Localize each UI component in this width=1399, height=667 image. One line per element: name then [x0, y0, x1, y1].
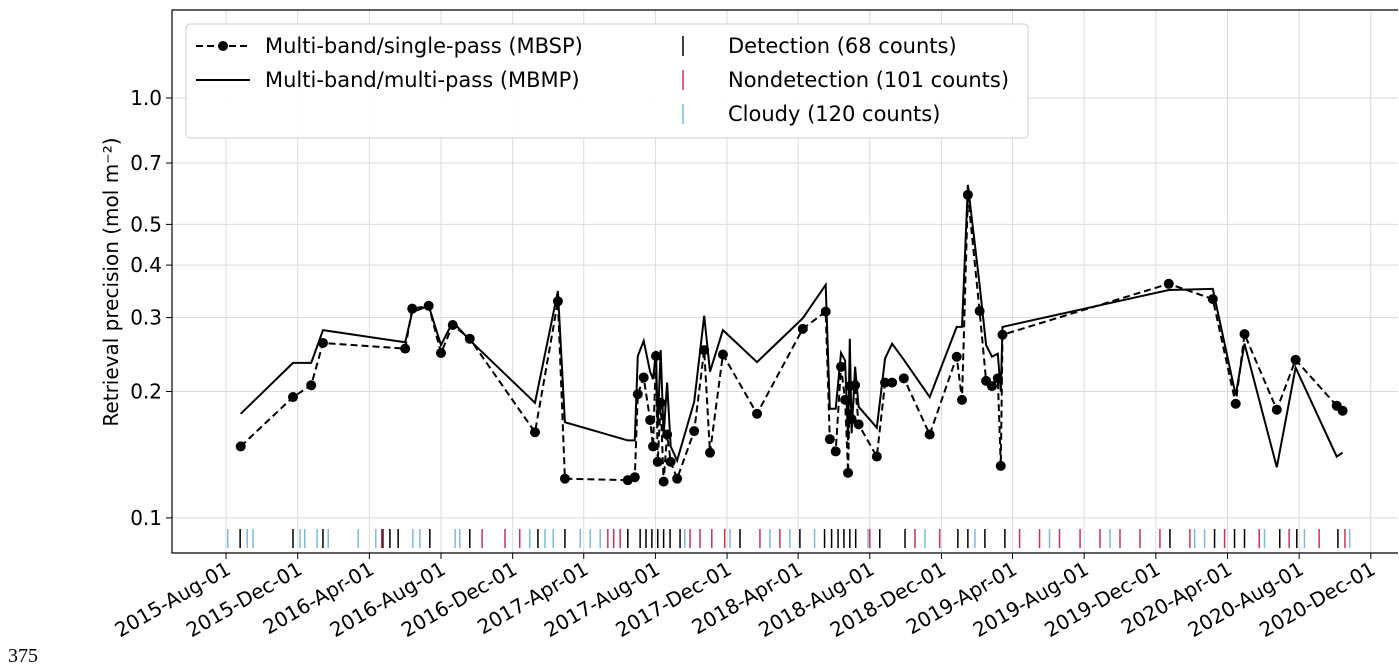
data-point: [924, 429, 935, 440]
data-point: [436, 348, 447, 359]
data-point: [1290, 354, 1301, 365]
legend-label: Multi-band/single-pass (MBSP): [265, 34, 583, 58]
data-point: [652, 456, 663, 467]
data-point: [638, 372, 649, 383]
data-point: [705, 447, 716, 458]
data-point: [797, 323, 808, 334]
legend-marker: [218, 41, 228, 51]
data-point: [1337, 405, 1348, 416]
y-tick-label: 0.7: [130, 151, 162, 175]
legend-label: Cloudy (120 counts): [728, 102, 940, 126]
data-point: [529, 427, 540, 438]
y-axis-label: Retrieval precision (mol m⁻²): [99, 137, 123, 426]
data-point: [658, 476, 669, 487]
legend-label: Multi-band/multi-pass (MBMP): [265, 68, 580, 92]
data-point: [887, 377, 898, 388]
data-point: [995, 460, 1006, 471]
data-point: [629, 472, 640, 483]
y-tick-label: 0.3: [130, 306, 162, 330]
y-tick-label: 0.4: [130, 253, 162, 277]
data-point: [689, 426, 700, 437]
legend-label: Detection (68 counts): [728, 34, 957, 58]
data-point: [853, 419, 864, 430]
data-point: [645, 415, 656, 426]
y-tick-label: 0.5: [130, 212, 162, 236]
data-point: [957, 394, 968, 405]
data-point: [898, 373, 909, 384]
series-line: [240, 184, 1344, 468]
data-point: [672, 473, 683, 484]
data-point: [317, 337, 328, 348]
data-point: [871, 451, 882, 462]
legend-label: Nondetection (101 counts): [728, 68, 1009, 92]
axes-frame: [171, 9, 1398, 554]
page-number: 375: [8, 645, 38, 667]
y-tick-label: 0.1: [130, 506, 162, 530]
data-point: [648, 441, 659, 452]
data-point: [632, 389, 643, 400]
y-tick-label: 0.2: [130, 380, 162, 404]
data-point: [752, 408, 763, 419]
data-point: [830, 446, 841, 457]
data-point: [1239, 329, 1250, 340]
y-tick-label: 1.0: [130, 86, 162, 110]
data-point: [1230, 398, 1241, 409]
data-point: [951, 351, 962, 362]
data-point: [986, 381, 997, 392]
data-point: [824, 434, 835, 445]
data-point: [665, 456, 676, 467]
data-point: [400, 343, 411, 354]
data-point: [306, 380, 317, 391]
data-point: [235, 441, 246, 452]
data-point: [559, 473, 570, 484]
legend-box: [185, 23, 1029, 139]
data-point: [1271, 404, 1282, 415]
data-point: [1163, 278, 1174, 289]
data-point: [843, 467, 854, 478]
data-point: [287, 392, 298, 403]
data-point: [717, 349, 728, 360]
